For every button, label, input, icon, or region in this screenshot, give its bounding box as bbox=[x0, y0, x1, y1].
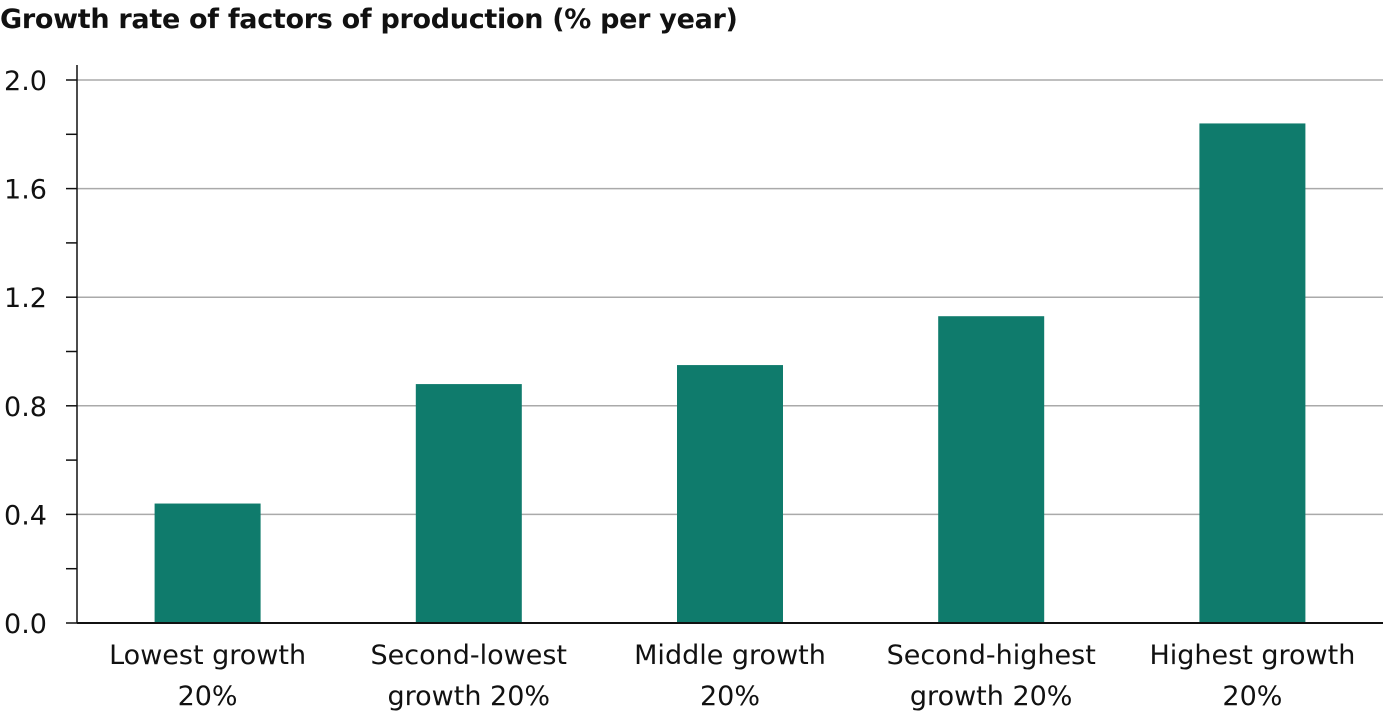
x-tick-label: Middle growth bbox=[634, 640, 826, 671]
bar bbox=[677, 365, 783, 623]
y-tick-label: 1.2 bbox=[4, 283, 47, 314]
bar bbox=[154, 503, 261, 623]
x-tick-label: 20% bbox=[1222, 681, 1282, 712]
x-tick-label: Lowest growth bbox=[109, 640, 306, 671]
y-tick-label: 0.8 bbox=[4, 392, 47, 423]
x-tick-label: Second-lowest bbox=[371, 640, 567, 671]
tick-labels: 0.0 0.4 0.8 1.2 1.6 2.0 Lowest growth 20% Second… bbox=[4, 66, 1355, 712]
bars bbox=[154, 123, 1306, 623]
bar bbox=[1199, 123, 1306, 623]
y-tick-label: 0.4 bbox=[4, 500, 47, 531]
chart-title: Growth rate of factors of production (% … bbox=[0, 4, 738, 35]
bar bbox=[415, 384, 522, 623]
x-tick-label: growth 20% bbox=[388, 681, 551, 712]
x-tick-label: 20% bbox=[178, 681, 238, 712]
x-tick-label: Highest growth bbox=[1149, 640, 1355, 671]
x-tick-label: 20% bbox=[700, 681, 760, 712]
x-tick-label: growth 20% bbox=[910, 681, 1073, 712]
y-tick-label: 0.0 bbox=[4, 609, 47, 640]
y-tick-label: 2.0 bbox=[4, 66, 47, 97]
x-tick-label: Second-highest bbox=[887, 640, 1096, 671]
bar bbox=[938, 316, 1045, 623]
axes bbox=[66, 65, 1383, 624]
y-tick-label: 1.6 bbox=[4, 175, 47, 206]
